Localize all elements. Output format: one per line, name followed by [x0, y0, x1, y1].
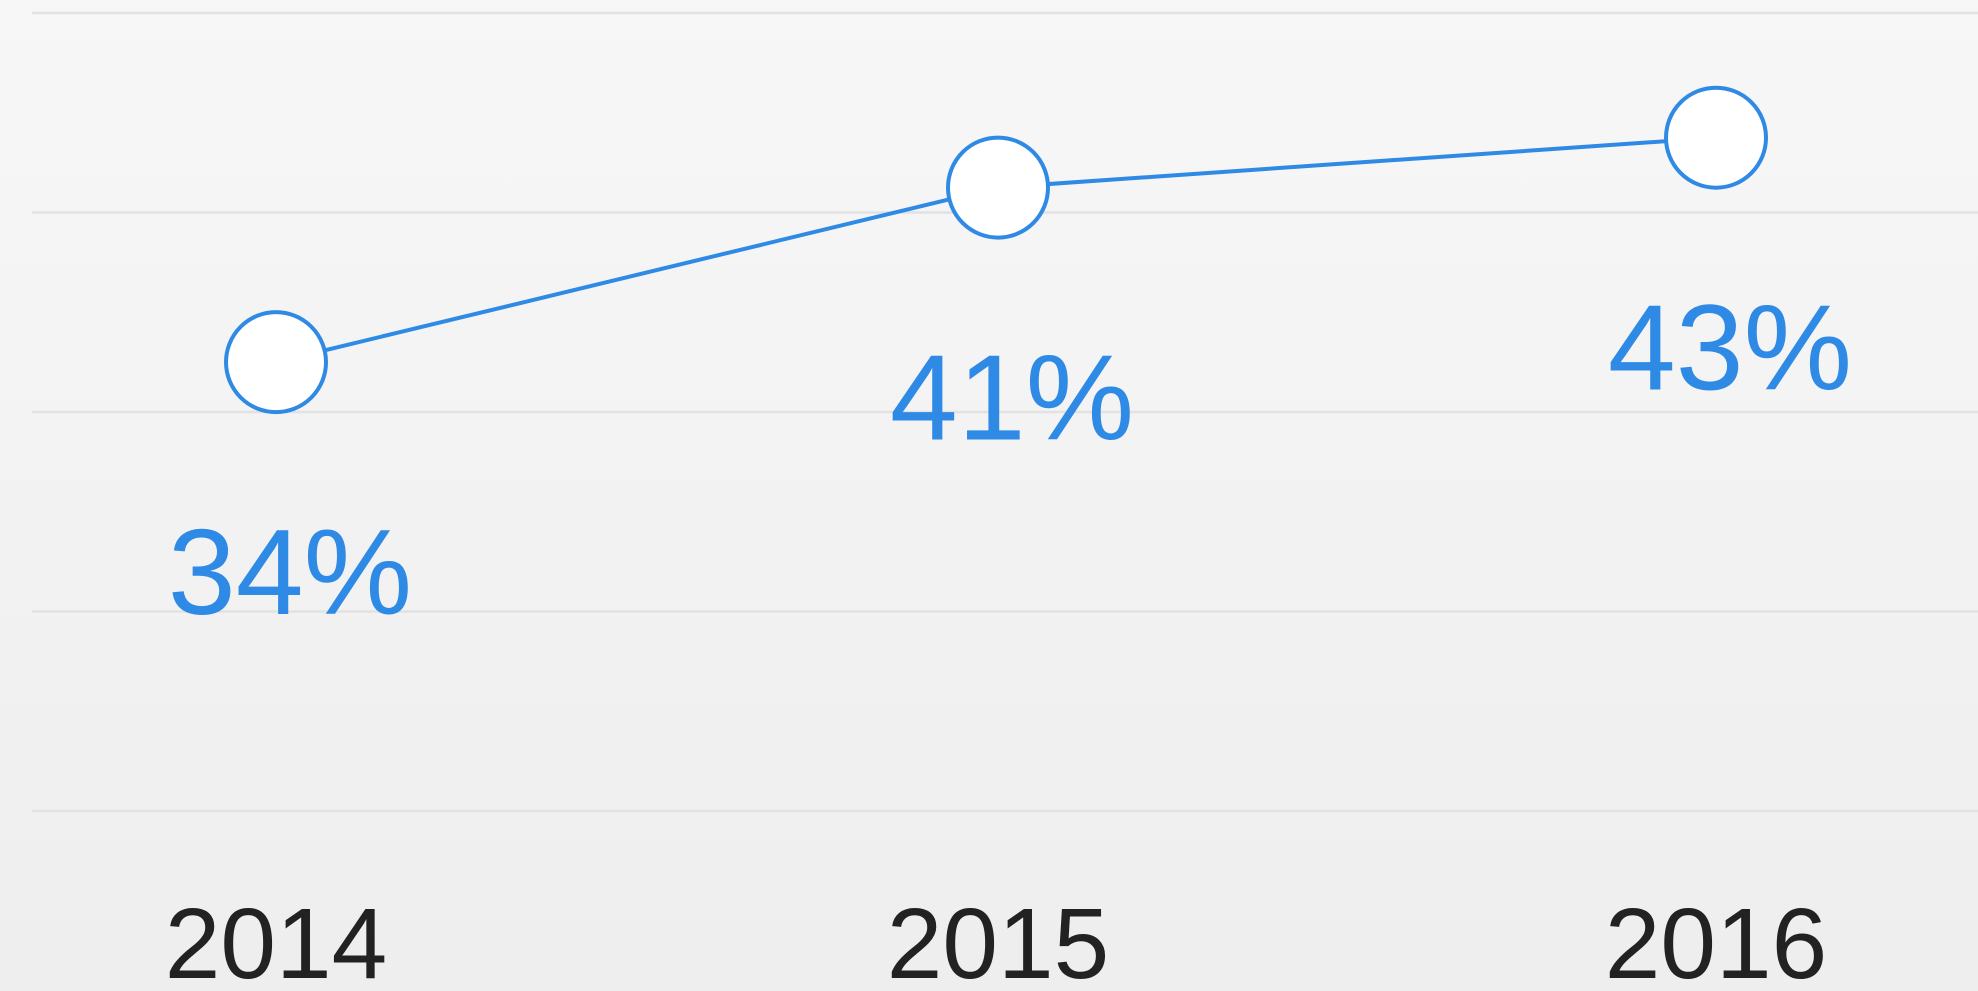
data-label: 34%: [168, 504, 412, 640]
point: [1664, 85, 1768, 190]
point: [946, 135, 1050, 240]
x-tick-label: 2015: [887, 888, 1109, 991]
x-tick-label: 2014: [165, 888, 387, 991]
data-label: 43%: [1608, 280, 1852, 416]
x-tick-label: 2016: [1605, 888, 1827, 991]
point: [224, 310, 328, 415]
data-label: 41%: [890, 330, 1134, 466]
